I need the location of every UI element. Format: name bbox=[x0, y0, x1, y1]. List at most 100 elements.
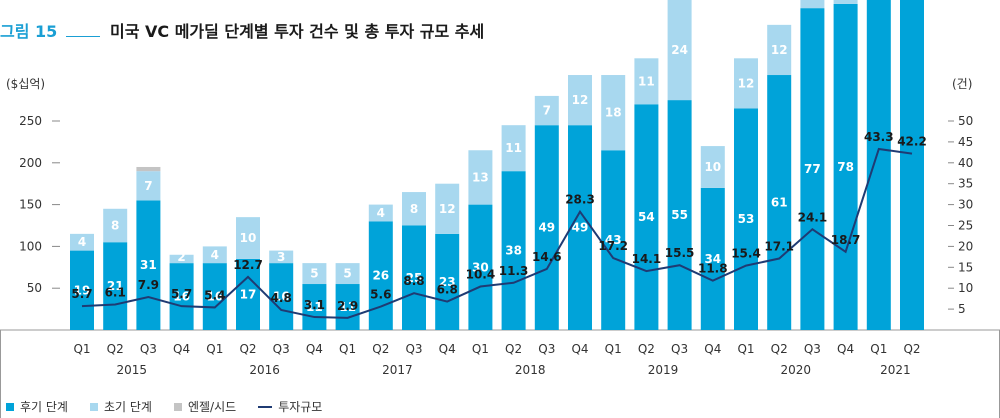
bar-late-label: 55 bbox=[671, 208, 688, 222]
line-value-label: 7.9 bbox=[138, 278, 159, 292]
line-value-label: 18.7 bbox=[831, 233, 861, 247]
legend: 후기 단계 초기 단계 엔젤/시드 투자규모 bbox=[6, 398, 322, 415]
bar-late-label: 21 bbox=[107, 279, 124, 293]
right-tick-label: 20 bbox=[958, 239, 973, 253]
figure-title-row: 그림 15 미국 VC 메가딜 단계별 투자 건수 및 총 투자 규모 추세 bbox=[0, 18, 1000, 44]
bar-early-label: 12 bbox=[771, 43, 788, 57]
x-tick-label: Q2 bbox=[239, 342, 256, 356]
bar-late bbox=[700, 187, 725, 330]
legend-swatch-line bbox=[258, 405, 273, 408]
right-tick-label: 15 bbox=[958, 260, 973, 274]
x-year-label: 2016 bbox=[249, 363, 280, 377]
x-tick-label: Q1 bbox=[73, 342, 90, 356]
x-tick-label: Q3 bbox=[671, 342, 688, 356]
bar-early-label: 5 bbox=[343, 267, 351, 281]
bar-late-label: 17 bbox=[240, 287, 257, 301]
bar-late bbox=[900, 0, 924, 330]
bar-late bbox=[833, 3, 858, 331]
line-value-label: 6.8 bbox=[437, 283, 458, 297]
line-value-label: 10.4 bbox=[466, 268, 496, 282]
bar-late bbox=[169, 263, 194, 330]
bar-late bbox=[402, 225, 426, 330]
bar-early-label: 11 bbox=[638, 74, 655, 88]
x-tick-label: Q4 bbox=[173, 342, 190, 356]
bar-early-label: 8 bbox=[410, 202, 418, 216]
bar-early-label: 4 bbox=[377, 206, 385, 220]
bar-early-label: 10 bbox=[240, 231, 257, 245]
bar-late-label: 49 bbox=[538, 221, 555, 235]
x-tick-label: Q4 bbox=[704, 342, 721, 356]
bar-late-label: 30 bbox=[472, 260, 489, 274]
legend-label-early: 초기 단계 bbox=[103, 400, 152, 414]
bar-early-label: 7 bbox=[144, 179, 152, 193]
bar-late bbox=[202, 263, 227, 330]
x-tick-label: Q3 bbox=[273, 342, 290, 356]
legend-item-early: 초기 단계 bbox=[89, 398, 152, 415]
left-tick-label: 200 bbox=[19, 156, 42, 170]
x-tick-label: Q1 bbox=[206, 342, 223, 356]
x-tick-label: Q2 bbox=[107, 342, 124, 356]
bar-late-label: 53 bbox=[738, 212, 755, 226]
line-value-label: 6.1 bbox=[105, 286, 126, 300]
bar-early-label: 12 bbox=[738, 76, 755, 90]
bar-late-label: 38 bbox=[505, 244, 522, 258]
bar-late-label: 11 bbox=[339, 300, 356, 314]
legend-item-angel: 엔젤/시드 bbox=[173, 398, 236, 415]
bar-late-label: 160 bbox=[866, 0, 891, 3]
bar-early bbox=[634, 58, 659, 105]
bar-late-label: 16 bbox=[173, 290, 190, 304]
x-tick-label: Q3 bbox=[804, 342, 821, 356]
bar-early bbox=[136, 171, 161, 201]
figure-title: 미국 VC 메가딜 단계별 투자 건수 및 총 투자 규모 추세 bbox=[110, 22, 485, 41]
bar-late-label: 61 bbox=[771, 196, 788, 210]
bar-late bbox=[767, 75, 792, 331]
bar-early-label: 18 bbox=[605, 106, 622, 120]
x-year-label: 2015 bbox=[117, 363, 148, 377]
bar-early-label: 11 bbox=[505, 141, 522, 155]
bar-early bbox=[833, 0, 858, 4]
bar-early bbox=[402, 192, 426, 226]
legend-item-late: 후기 단계 bbox=[6, 398, 68, 415]
x-year-label: 2017 bbox=[382, 363, 413, 377]
line-value-label: 28.3 bbox=[565, 193, 595, 207]
line-value-label: 15.4 bbox=[731, 247, 761, 261]
line-value-label: 14.1 bbox=[632, 252, 662, 266]
bar-late-label: 77 bbox=[804, 162, 821, 176]
bar-late bbox=[136, 200, 161, 330]
right-tick-label: 40 bbox=[958, 156, 973, 170]
bar-late bbox=[468, 204, 493, 330]
legend-label-late: 후기 단계 bbox=[20, 400, 68, 414]
line-series-total bbox=[81, 147, 913, 319]
line-value-label: 8.8 bbox=[403, 274, 424, 288]
line-value-label: 11.8 bbox=[698, 262, 728, 276]
x-tick-label: Q1 bbox=[605, 342, 622, 356]
bar-late bbox=[601, 150, 626, 330]
left-axis-label: ($십억) bbox=[6, 77, 45, 91]
x-tick-label: Q1 bbox=[472, 342, 489, 356]
line-value-label: 5.7 bbox=[71, 287, 92, 301]
x-tick-label: Q1 bbox=[339, 342, 356, 356]
bar-early-label: 24 bbox=[671, 43, 688, 57]
bar-early-label: 7 bbox=[543, 104, 551, 118]
bar-late bbox=[103, 242, 128, 330]
bar-early bbox=[667, 0, 692, 101]
bar-late-label: 26 bbox=[372, 269, 389, 283]
bar-late-label: 25 bbox=[406, 271, 423, 285]
x-year-label: 2019 bbox=[648, 363, 679, 377]
bar-late-label: 16 bbox=[206, 290, 223, 304]
line-value-label: 5.6 bbox=[370, 288, 391, 302]
bar-early-label: 12 bbox=[439, 202, 456, 216]
line-value-label: 11.3 bbox=[499, 264, 529, 278]
bar-early bbox=[103, 208, 128, 243]
bar-early bbox=[269, 250, 294, 264]
right-tick-label: 35 bbox=[958, 177, 973, 191]
bar-late bbox=[800, 8, 825, 330]
bar-early bbox=[302, 263, 327, 285]
title-rule bbox=[66, 36, 100, 37]
line-value-label: 3.1 bbox=[304, 298, 325, 312]
left-tick-label: 150 bbox=[19, 198, 42, 212]
bar-early-label: 5 bbox=[310, 267, 318, 281]
bar-late-label: 78 bbox=[837, 160, 854, 174]
bar-late-label: 31 bbox=[140, 258, 157, 272]
